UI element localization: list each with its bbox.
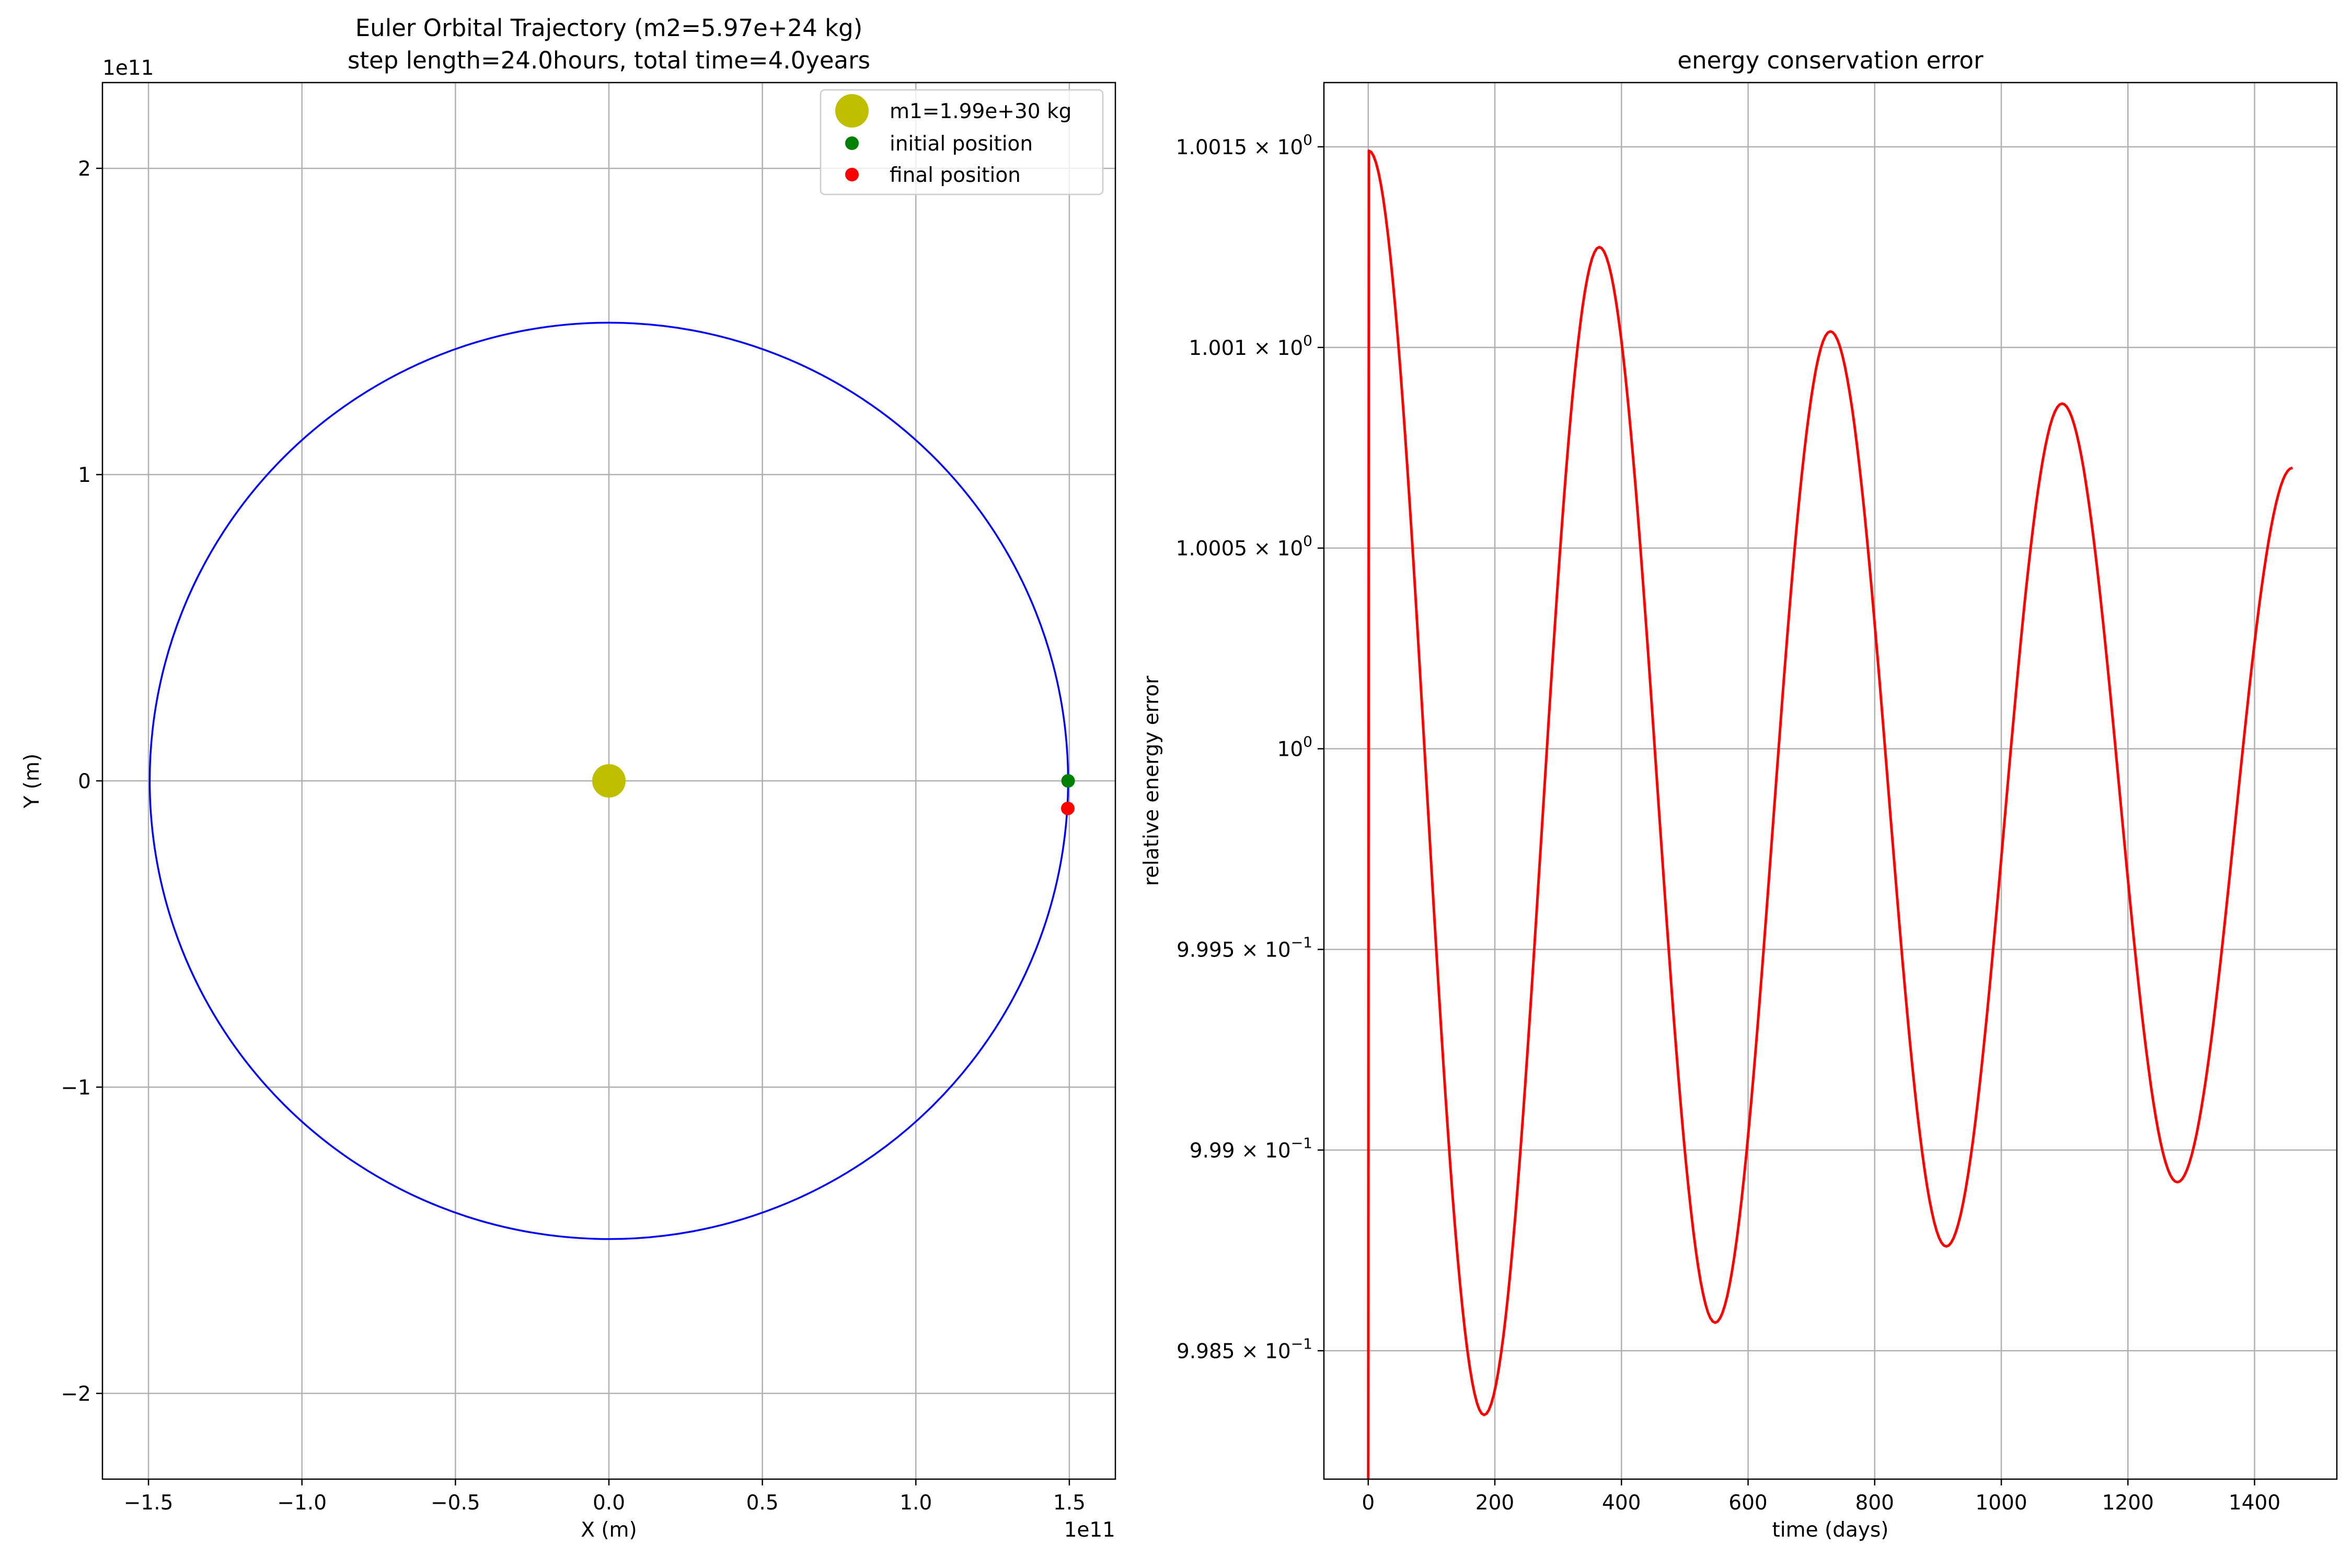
y-tick-label: 1.0005 × 100 <box>1176 533 1312 561</box>
x-tick-label: 1.5 <box>1053 1491 1086 1515</box>
y-ticks: 9.985 × 10−1 9.99 × 10−1 9.995 × 10−1 100 1.… <box>1176 131 1324 1363</box>
x-offset-label: 1e11 <box>1064 1518 1115 1542</box>
legend: m1=1.99e+30 kg initial position final po… <box>820 89 1104 195</box>
initial-position-marker <box>1061 774 1075 788</box>
legend-marker-sun <box>835 94 869 128</box>
x-tick-label: 1200 <box>2102 1491 2154 1515</box>
chart-title-line-2: step length=24.0hours, total time=4.0yea… <box>348 47 870 74</box>
plot-content <box>1367 149 2293 1480</box>
y-tick-label: 9.995 × 10−1 <box>1177 933 1312 962</box>
plot-area <box>1324 83 2337 1479</box>
plot-content <box>148 321 1075 1240</box>
x-tick-label: −1.5 <box>124 1491 174 1515</box>
x-axis-label: X (m) <box>581 1518 637 1542</box>
y-ticks: −2 −1 0 1 2 <box>61 157 102 1406</box>
final-position-marker <box>1060 801 1075 815</box>
x-tick-label: 600 <box>1728 1491 1767 1515</box>
x-tick-label: −1.0 <box>277 1491 327 1515</box>
chart-title: energy conservation error <box>1677 47 1984 74</box>
x-tick-label: 0.0 <box>593 1491 625 1515</box>
x-tick-label: 800 <box>1855 1491 1894 1515</box>
legend-label-sun: m1=1.99e+30 kg <box>890 100 1071 123</box>
y-tick-label: 100 <box>1277 733 1312 762</box>
x-tick-label: 200 <box>1475 1491 1514 1515</box>
x-tick-label: 0 <box>1362 1491 1375 1515</box>
legend-box <box>820 89 1104 195</box>
sun-marker <box>592 764 626 798</box>
y-tick-label: 2 <box>78 157 91 181</box>
y-tick-label: 1 <box>78 464 91 487</box>
x-tick-label: 1000 <box>1975 1491 2027 1515</box>
energy-error-line <box>1367 149 2293 1480</box>
x-tick-label: 1400 <box>2229 1491 2280 1515</box>
y-tick-label: 1.001 × 100 <box>1189 332 1312 360</box>
x-tick-label: 400 <box>1602 1491 1641 1515</box>
x-ticks: 0 200 400 600 800 1000 1200 1400 <box>1362 1479 2280 1515</box>
legend-label-initial: initial position <box>890 132 1033 156</box>
energy-error-chart: 0 200 400 600 800 1000 1200 1400 9.985 × 10−19.… <box>1140 47 2338 1542</box>
y-tick-label: 1.0015 × 100 <box>1176 131 1312 159</box>
y-tick-label: −1 <box>61 1076 91 1100</box>
y-offset-label: 1e11 <box>102 56 154 80</box>
chart-title-line-1: Euler Orbital Trajectory (m2=5.97e+24 kg… <box>355 14 863 42</box>
x-axis-label: time (days) <box>1772 1518 1889 1542</box>
y-axis-label: relative energy error <box>1140 675 1163 886</box>
legend-marker-final <box>845 168 859 181</box>
y-tick-label: 0 <box>78 770 91 793</box>
x-tick-label: −0.5 <box>431 1491 480 1515</box>
y-tick-label: 9.99 × 10−1 <box>1190 1134 1312 1162</box>
legend-marker-initial <box>845 136 859 150</box>
x-tick-label: 1.0 <box>900 1491 932 1515</box>
legend-label-final: final position <box>890 164 1021 187</box>
plot-frame <box>1323 82 2338 1480</box>
y-tick-label: −2 <box>61 1382 91 1406</box>
y-tick-label: 9.985 × 10−1 <box>1177 1335 1312 1363</box>
x-tick-label: 0.5 <box>746 1491 779 1515</box>
y-axis-label: Y (m) <box>20 754 44 809</box>
x-ticks: −1.5 −1.0 −0.5 0.0 0.5 1.0 1.5 <box>124 1479 1086 1515</box>
orbital-trajectory-chart: −1.5 −1.0 −0.5 0.0 0.5 1.0 1.5 −2 −1 0 1 2 Euler O… <box>20 14 1116 1542</box>
